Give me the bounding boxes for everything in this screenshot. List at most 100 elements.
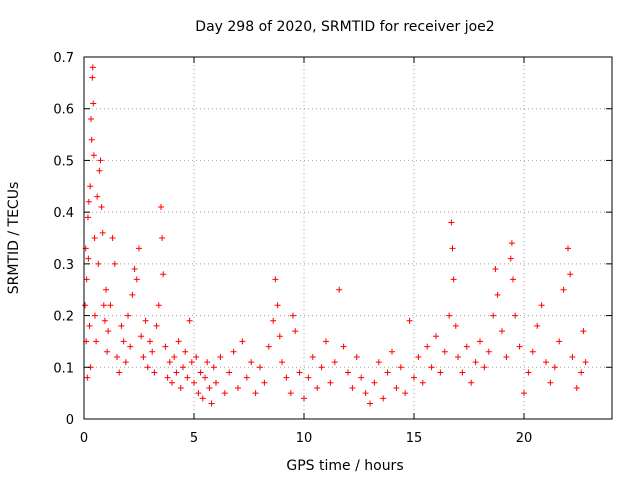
x-tick-label: 20 [516,431,533,446]
data-point [345,369,351,376]
data-point [521,390,527,397]
data-point [296,369,303,376]
data-point [101,317,108,324]
x-tick-label: 5 [190,431,198,446]
data-point [384,369,391,376]
data-point [151,369,158,376]
data-point [525,369,532,376]
data-point [371,379,378,386]
data-point [362,390,369,397]
data-point [125,312,131,319]
axis-ticks: 0 0.1 0.2 0.3 0.4 0.5 0.6 0.7 0 5 10 15 20 [53,51,612,446]
data-point [468,379,475,386]
data-point [569,353,576,360]
data-point [393,384,400,391]
data-point [512,312,519,319]
data-point [499,328,505,335]
data-point [89,64,96,71]
data-point [529,348,536,355]
data-point [567,271,574,278]
data-point [380,395,387,402]
data-point [318,364,325,371]
data-point [309,353,316,360]
data-point [503,353,510,360]
data-point [230,348,237,355]
data-point [221,390,228,397]
y-tick-label: 0.3 [53,258,74,273]
data-point [213,379,219,386]
data-point [104,348,111,355]
data-point [155,302,162,309]
data-point [450,276,457,283]
data-point [164,374,171,381]
data-point [122,359,129,366]
data-point [129,291,136,298]
data-point [578,369,585,376]
data-point [580,328,587,335]
y-tick-label: 0.5 [53,154,74,169]
data-point [248,359,255,366]
data-point [287,390,294,397]
y-tick-label: 0.2 [53,310,74,325]
y-axis-label: SRMTID / TECUs [6,182,22,295]
data-point [424,343,431,350]
data-point [94,193,101,200]
data-point [235,384,241,391]
data-point [160,271,167,278]
data-point [433,333,439,340]
data-point [252,390,259,397]
data-point [543,359,549,366]
data-point [441,348,448,355]
data-point [455,353,461,360]
data-point [127,343,134,350]
data-point [402,390,409,397]
data-point [98,203,105,210]
data-point [182,348,189,355]
data-point [100,302,107,309]
data-point [86,322,93,329]
x-tick-label: 0 [80,431,88,446]
data-point [88,136,95,143]
data-point [109,235,116,241]
data-point [89,74,96,81]
data-point [149,348,156,355]
data-point [406,317,413,324]
data-point [358,374,365,381]
data-point [243,374,250,381]
data-point [140,353,147,360]
data-point [191,379,197,386]
data-point [87,183,94,190]
data-point [175,338,182,345]
data-point [428,364,435,371]
data-point [397,364,404,371]
data-point [111,260,118,267]
x-tick-label: 10 [296,431,313,446]
data-point [272,276,279,283]
data-point [226,369,233,376]
data-point [582,359,589,366]
data-point [88,116,95,123]
data-point [153,322,160,329]
data-point [103,286,109,293]
data-point [84,214,91,221]
data-point [415,353,422,360]
data-point [449,245,456,252]
data-point [314,384,321,391]
data-point [95,260,102,267]
data-point [336,286,343,293]
data-point [472,359,479,366]
data-point [120,338,127,345]
y-tick-label: 0.1 [53,361,74,376]
data-point [565,245,571,252]
data-point [133,276,140,283]
data-point [448,219,455,226]
data-point [305,374,312,381]
grid-lines [84,57,612,419]
data-point [490,312,497,319]
data-point [186,317,193,324]
data-point [90,100,97,107]
data-point [492,266,499,273]
data-point [84,374,91,381]
data-point [331,359,338,366]
